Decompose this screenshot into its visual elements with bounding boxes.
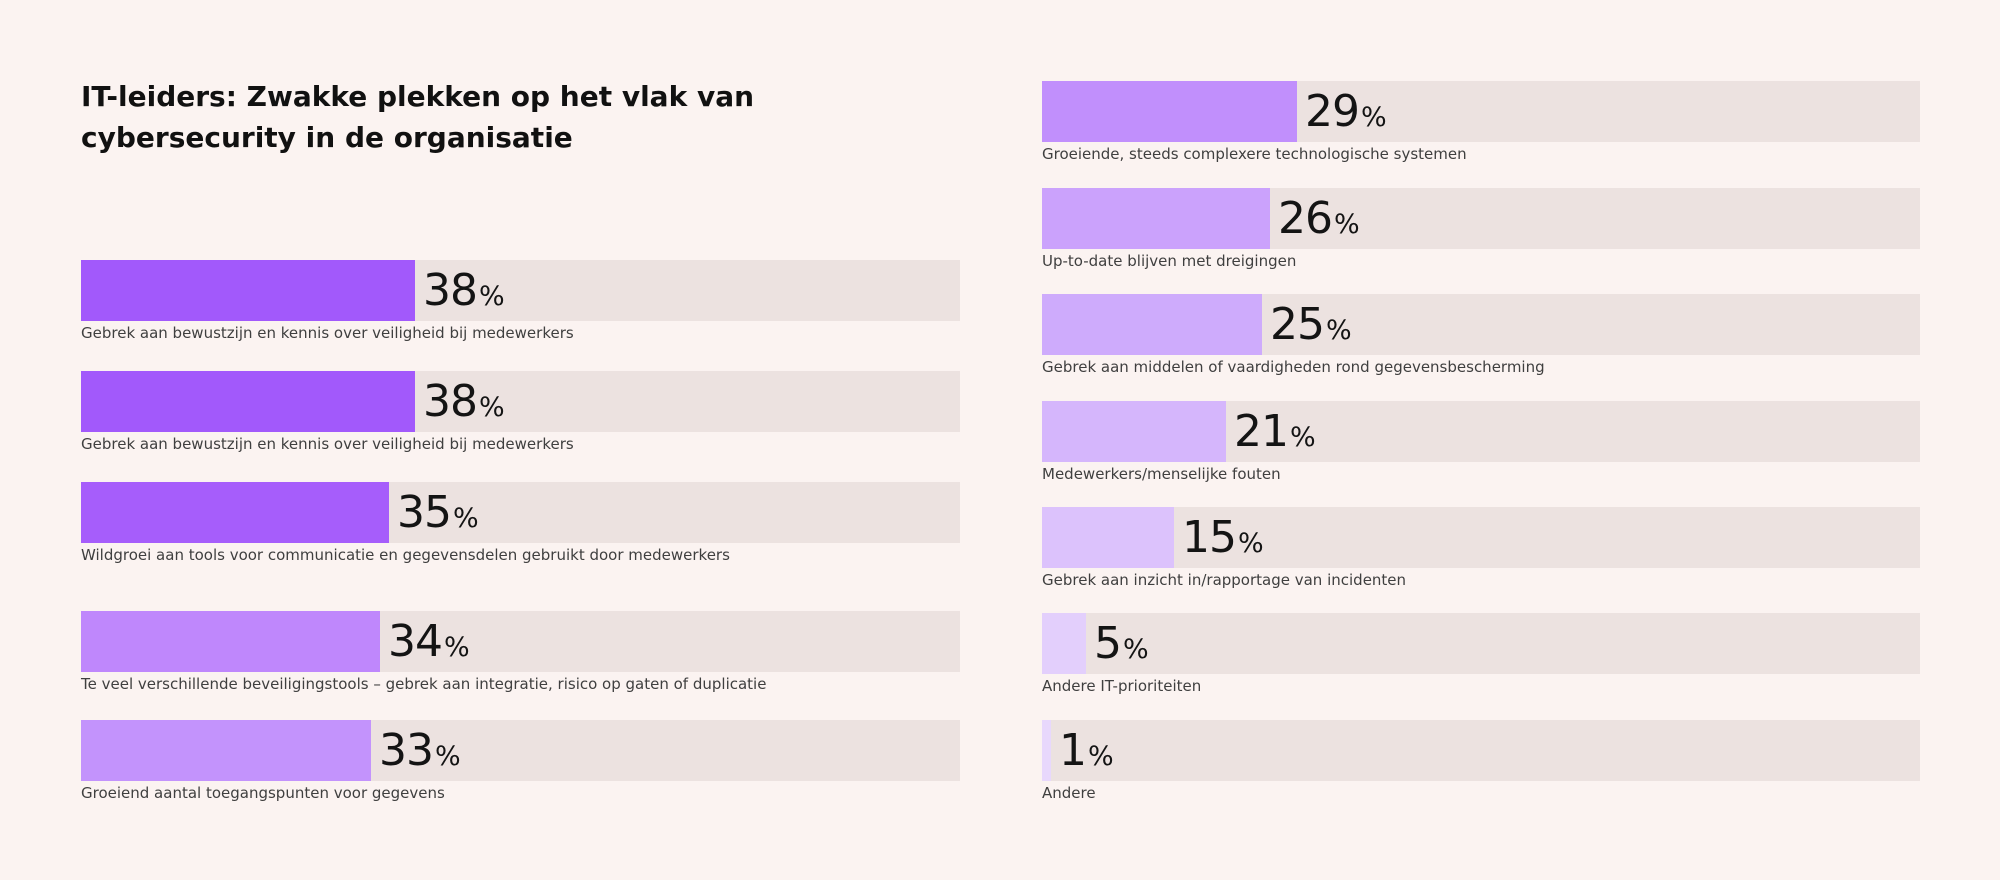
bar-category-label: Groeiende, steeds complexere technologis… <box>1042 145 1467 163</box>
bar-value-label: 5% <box>1094 616 1149 671</box>
percent-unit: % <box>435 741 461 772</box>
bar-value: 26 <box>1278 193 1333 244</box>
bar-category-label: Medewerkers/menselijke fouten <box>1042 465 1281 483</box>
percent-unit: % <box>1334 209 1360 240</box>
bar-category-label: Wildgroei aan tools voor communicatie en… <box>81 546 730 564</box>
bar-row: 1% Andere <box>1042 720 1920 810</box>
bar-value-label: 38% <box>423 374 505 429</box>
bar-value: 34 <box>388 616 443 667</box>
bar <box>81 371 415 432</box>
bar-value-label: 29% <box>1305 84 1387 139</box>
percent-unit: % <box>1326 315 1352 346</box>
bar-value-label: 15% <box>1182 510 1264 565</box>
bar-value: 35 <box>397 487 452 538</box>
bar-category-label: Andere IT-prioriteiten <box>1042 677 1202 695</box>
bar-value-label: 33% <box>379 723 461 778</box>
bar <box>81 720 371 781</box>
bar-row: 5% Andere IT-prioriteiten <box>1042 613 1920 703</box>
bar <box>1042 294 1262 355</box>
percent-unit: % <box>1123 634 1149 665</box>
bar-value: 29 <box>1305 86 1360 137</box>
bar-row: 26% Up-to-date blijven met dreigingen <box>1042 188 1920 278</box>
bar-row: 35% Wildgroei aan tools voor communicatie… <box>81 482 960 572</box>
bar <box>81 482 389 543</box>
bar-row: 25% Gebrek aan middelen of vaardigheden r… <box>1042 294 1920 384</box>
bar-value-label: 25% <box>1270 297 1352 352</box>
bar-category-label: Up-to-date blijven met dreigingen <box>1042 252 1297 270</box>
percent-unit: % <box>1088 741 1114 772</box>
bar-row: 38% Gebrek aan bewustzijn en kennis over … <box>81 260 960 350</box>
bar-value-label: 21% <box>1234 404 1316 459</box>
bar-row: 15% Gebrek aan inzicht in/rapportage van … <box>1042 507 1920 597</box>
bar <box>81 611 380 672</box>
percent-unit: % <box>1361 102 1387 133</box>
bar-row: 29% Groeiende, steeds complexere technolo… <box>1042 81 1920 171</box>
bar-value: 38 <box>423 265 478 316</box>
bar-category-label: Gebrek aan middelen of vaardigheden rond… <box>1042 358 1545 376</box>
bar <box>1042 720 1051 781</box>
bar-value: 38 <box>423 376 478 427</box>
bar-row: 21% Medewerkers/menselijke fouten <box>1042 401 1920 491</box>
percent-unit: % <box>1290 422 1316 453</box>
bar-category-label: Andere <box>1042 784 1096 802</box>
bar-category-label: Gebrek aan inzicht in/rapportage van inc… <box>1042 571 1407 589</box>
bar-value-label: 34% <box>388 614 470 669</box>
bar-track <box>1042 613 1920 674</box>
bar-track <box>1042 507 1920 568</box>
bar-row: 33% Groeiend aantal toegangspunten voor g… <box>81 720 960 810</box>
bar-value-label: 26% <box>1278 191 1360 246</box>
bar-category-label: Gebrek aan bewustzijn en kennis over vei… <box>81 435 574 453</box>
percent-unit: % <box>479 392 505 423</box>
percent-unit: % <box>444 632 470 663</box>
bar-row: 38% Gebrek aan bewustzijn en kennis over … <box>81 371 960 461</box>
bar <box>1042 188 1270 249</box>
bar-category-label: Groeiend aantal toegangspunten voor gege… <box>81 784 445 802</box>
bar-value: 15 <box>1182 512 1237 563</box>
bar <box>81 260 415 321</box>
bar-row: 34% Te veel verschillende beveiligingstoo… <box>81 611 960 701</box>
chart-title: IT-leiders: Zwakke plekken op het vlak v… <box>81 80 755 154</box>
bar <box>1042 613 1086 674</box>
bar-value-label: 38% <box>423 263 505 318</box>
bar-value: 33 <box>379 725 434 776</box>
bar <box>1042 401 1226 462</box>
bar-track <box>1042 720 1920 781</box>
bar-value: 5 <box>1094 618 1122 669</box>
bar-category-label: Te veel verschillende beveiligingstools … <box>81 675 767 693</box>
percent-unit: % <box>1238 528 1264 559</box>
bar <box>1042 81 1297 142</box>
percent-unit: % <box>479 281 505 312</box>
percent-unit: % <box>453 503 479 534</box>
bar-value: 21 <box>1234 406 1289 457</box>
bar-value: 25 <box>1270 299 1325 350</box>
bar-category-label: Gebrek aan bewustzijn en kennis over vei… <box>81 324 574 342</box>
bar-value-label: 35% <box>397 485 479 540</box>
bar-value-label: 1% <box>1059 723 1114 778</box>
bar-value: 1 <box>1059 725 1087 776</box>
bar <box>1042 507 1174 568</box>
